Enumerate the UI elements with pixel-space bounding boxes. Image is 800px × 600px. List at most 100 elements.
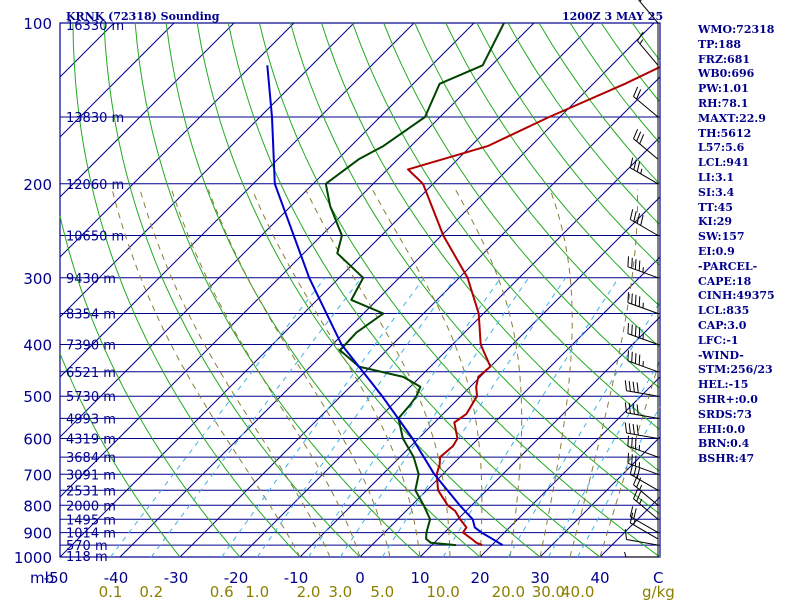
wind-barb xyxy=(629,209,659,236)
wind-barb-staff xyxy=(633,484,659,506)
mixing-ratio-tick-label: 1.0 xyxy=(245,583,269,600)
wind-barb-flag xyxy=(633,211,637,222)
dry-adiabat xyxy=(352,22,661,431)
temperature-tick-label: 0 xyxy=(355,569,365,587)
temperature-line xyxy=(407,66,661,547)
wind-barb-flag xyxy=(636,89,642,100)
moist-adiabat xyxy=(251,189,421,558)
stat-item: -PARCEL- xyxy=(698,259,758,273)
wind-barb-staff xyxy=(638,0,659,24)
wind-barb-flag xyxy=(627,350,629,361)
wind-barb xyxy=(624,422,659,439)
pressure-tick-label: 300 xyxy=(23,270,52,288)
wind-barb-staff xyxy=(627,333,659,345)
chart-title: KRNK (72318) Sounding xyxy=(66,10,220,23)
temperature-tick-label: -30 xyxy=(164,569,189,587)
height-label: 16330 m xyxy=(66,19,124,34)
wind-barb xyxy=(624,380,659,397)
dry-adiabat xyxy=(227,22,601,558)
wind-barb-flag xyxy=(636,161,641,172)
pressure-tick-label: 100 xyxy=(23,15,52,33)
dry-adiabat xyxy=(134,22,421,558)
stat-item: HEL:-15 xyxy=(698,378,749,392)
wind-barb-flag xyxy=(633,489,639,499)
wind-barb-staff xyxy=(626,432,659,439)
dry-adiabat xyxy=(258,22,661,558)
wind-barb xyxy=(629,463,659,491)
isotherm-line xyxy=(599,496,661,558)
stat-item: RH:78.1 xyxy=(698,96,749,110)
stat-item: CINH:49375 xyxy=(698,289,775,303)
isotherm-line xyxy=(59,22,235,198)
wind-barb-flag xyxy=(636,477,642,488)
wind-barb-staff xyxy=(627,266,659,279)
wind-barb-flag xyxy=(628,423,631,434)
stat-item: SHR+:0.0 xyxy=(698,392,758,406)
wind-barb-staff xyxy=(630,516,659,534)
temperature-tick-label: -50 xyxy=(44,569,69,587)
wind-barb-staff xyxy=(630,473,659,491)
temperature-unit-label: C xyxy=(653,569,663,587)
wind-barb-flag xyxy=(639,134,645,145)
dry-adiabat xyxy=(290,22,661,515)
stat-item: STM:256/23 xyxy=(698,363,773,377)
stat-item: -WIND- xyxy=(698,348,744,362)
height-label: 4319 m xyxy=(66,433,116,448)
wind-barb-flag xyxy=(636,31,644,42)
wind-barb-flag xyxy=(634,325,637,337)
height-label: 118 m xyxy=(66,550,108,565)
wind-barb-flag xyxy=(633,129,639,139)
wind-barb-flag xyxy=(639,0,642,2)
wind-barb-flag xyxy=(627,292,629,303)
sounding-stats-list: WMO:72318 TP:188 FRZ:681 WB0:696 PW:1.01 RH:7… xyxy=(698,23,775,467)
wind-barb-flag xyxy=(627,323,629,334)
wind-barb-flag xyxy=(634,438,637,449)
pressure-tick-label: 900 xyxy=(23,525,52,543)
dewpoint-line xyxy=(324,22,505,547)
wind-barb xyxy=(624,402,659,419)
wind-barb xyxy=(633,489,659,520)
mixing-ratio-line xyxy=(308,277,502,558)
mixing-ratio-line xyxy=(547,360,661,558)
pressure-tick-label: 700 xyxy=(23,466,52,484)
dry-adiabat xyxy=(59,353,181,558)
dry-adiabat xyxy=(383,22,661,389)
dry-adiabat xyxy=(445,22,661,307)
moist-adiabat xyxy=(539,189,573,558)
dry-adiabat xyxy=(476,22,661,267)
wind-barb-flag xyxy=(636,382,639,393)
mixing-ratio-line xyxy=(339,277,530,558)
chart-time: 1200Z 3 MAY 25 xyxy=(562,10,663,23)
height-label: 9430 m xyxy=(66,272,116,287)
dry-adiabat xyxy=(569,22,661,144)
stat-item: L57:5.6 xyxy=(698,141,745,155)
wind-barb xyxy=(629,157,659,185)
stat-item: SW:157 xyxy=(698,230,745,244)
wind-barb-flag xyxy=(634,294,637,306)
mixing-ratio-tick-label: 20.0 xyxy=(492,583,525,600)
wind-barb xyxy=(627,292,659,314)
moist-adiabat xyxy=(305,189,451,557)
dry-adiabat xyxy=(507,22,661,226)
moist-adiabat xyxy=(569,189,638,558)
height-label: 8354 m xyxy=(66,308,116,323)
wind-barb-staff xyxy=(626,390,659,397)
wind-barb-flag xyxy=(632,423,635,435)
wind-barb-staff xyxy=(633,138,659,160)
chart-grid xyxy=(59,22,661,558)
stat-item: LFC:-1 xyxy=(698,333,739,347)
moist-adiabat xyxy=(139,189,331,558)
height-label: 2531 m xyxy=(66,484,116,499)
stat-item: TT:45 xyxy=(698,200,733,214)
isotherm-line xyxy=(119,22,655,558)
wind-barb-flag xyxy=(631,293,633,305)
stat-item: CAPE:18 xyxy=(698,274,752,288)
stat-item: EHI:0.0 xyxy=(698,422,746,436)
temperature-tick-label: 30 xyxy=(530,569,549,587)
isotherm-line xyxy=(59,22,355,318)
mixing-ratio-line xyxy=(442,277,620,558)
wind-barb-flag xyxy=(636,424,639,436)
dry-adiabat xyxy=(59,216,241,558)
isotherm-line xyxy=(179,76,661,558)
